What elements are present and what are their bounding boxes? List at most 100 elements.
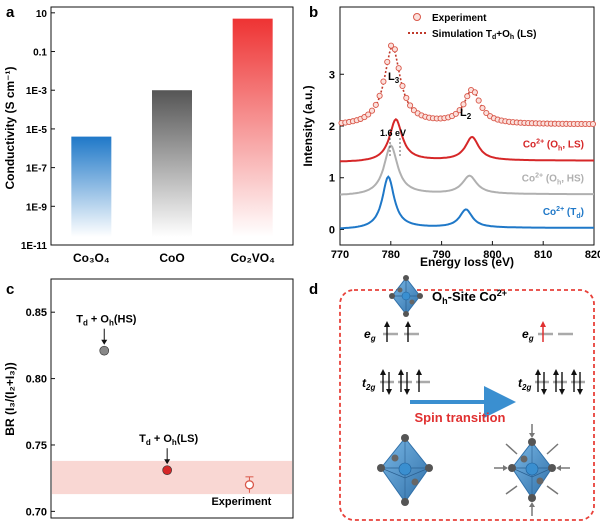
- panel-a: a 10 0.1 1E-3 1E-5 1E-7 1E-9 1E-11 Co₃O₄ CoO Co₂…: [0, 0, 300, 270]
- panel-letter-c: c: [6, 281, 14, 298]
- experiment-point: [464, 93, 471, 100]
- point-0: [99, 345, 110, 356]
- experiment-point: [372, 101, 379, 108]
- annotation-L3: L3: [388, 71, 400, 85]
- eg-label-left: eg: [364, 327, 376, 343]
- x-tick-label: 800: [483, 249, 501, 261]
- category-label: Co₃O₄: [73, 251, 110, 265]
- y-tick-label: 1E-11: [21, 241, 48, 252]
- plot-frame: [50, 278, 294, 519]
- experiment-point: [479, 104, 486, 112]
- y-tick-label: 1: [329, 173, 335, 185]
- t2g-level-right: t2g: [518, 369, 585, 395]
- experiment-point: [391, 46, 398, 53]
- plot-frame: [50, 6, 294, 246]
- y-tick-label: 0: [329, 224, 335, 236]
- y-tick-label: 1E-7: [26, 164, 48, 175]
- panel-d: d Oh-Site Co2+ eg t2g: [300, 272, 600, 524]
- category-label: Co₂VO₄: [230, 251, 275, 265]
- experiment-point: [483, 109, 490, 117]
- t2g-label-right: t2g: [518, 376, 531, 392]
- legend: Experiment Simulation Td+Oh (LS): [408, 13, 536, 41]
- experiment-point: [410, 107, 417, 114]
- y-axis-label: Intensity (a.u.): [301, 85, 315, 166]
- experiment-point: [368, 107, 376, 114]
- experiment-point: [407, 102, 414, 109]
- experiment-point: [452, 110, 459, 117]
- octahedron-small-icon: [389, 275, 423, 317]
- eg-label-right: eg: [522, 327, 534, 343]
- experiment-point: [589, 120, 597, 128]
- x-tick-label: 770: [331, 249, 349, 261]
- octahedron-ls-icon: [494, 424, 570, 516]
- compression-arrows: [494, 424, 570, 516]
- y-tick-label: 0.85: [26, 307, 47, 319]
- experiment-point: [475, 97, 482, 104]
- experiment-point: [384, 58, 391, 65]
- legend-experiment: Experiment: [432, 13, 487, 24]
- t2g-label-left: t2g: [362, 376, 375, 392]
- x-tick-label: 810: [534, 249, 552, 261]
- transition-label: Spin transition: [415, 410, 506, 425]
- experiment-point: [376, 92, 383, 99]
- bar-0: [71, 136, 112, 237]
- panel-c: c 0.70 0.75 0.80 0.85 Td + Oh(HS) Td + Oh(LS…: [0, 272, 300, 524]
- panel-letter-a: a: [6, 4, 15, 21]
- diagram-frame: [339, 289, 595, 521]
- experiment-point: [460, 101, 467, 108]
- branching-ratio-chart: c 0.70 0.75 0.80 0.85 Td + Oh(HS) Td + Oh(LS…: [3, 278, 294, 519]
- spin-transition-diagram: d Oh-Site Co2+ eg t2g: [309, 275, 595, 521]
- category-label: CoO: [159, 251, 184, 265]
- annotation-gap: 1.6 eV: [380, 128, 406, 138]
- x-axis-label: Energy loss (eV): [420, 255, 514, 269]
- eels-spectra-chart: b 770 780 790 800 810 820 0 1 2 3 Experiment Simu…: [301, 4, 600, 269]
- panel-letter-b: b: [309, 4, 318, 21]
- panel-letter-d: d: [309, 281, 318, 298]
- y-tick-label: 3: [329, 69, 335, 81]
- x-tick-label: 820: [585, 249, 600, 261]
- experiment-point: [399, 82, 406, 89]
- experiment-point: [471, 89, 478, 96]
- experiment-point: [365, 111, 372, 118]
- panel-b: b 770 780 790 800 810 820 0 1 2 3 Experiment Simu…: [300, 0, 600, 270]
- y-axis-label: BR (I₃/(I₂+I₃)): [3, 362, 17, 435]
- conductivity-chart: a 10 0.1 1E-3 1E-5 1E-7 1E-9 1E-11 Co₃O₄ CoO Co₂…: [3, 4, 294, 265]
- point-label: Td + Oh(LS): [139, 433, 198, 447]
- legend-simulation: Simulation Td+Oh (LS): [432, 29, 536, 41]
- series-label: Co2+ (Oh, HS): [522, 172, 584, 186]
- x-tick-label: 780: [382, 249, 400, 261]
- pointer-head: [164, 459, 171, 465]
- y-tick-label: 1E-9: [26, 202, 48, 213]
- point-1: [162, 465, 172, 475]
- y-tick-label: 0.80: [26, 374, 47, 386]
- y-tick-label: 2: [329, 121, 335, 133]
- y-tick-label: 0.70: [26, 506, 47, 518]
- experiment-point: [403, 94, 410, 101]
- x-tick-label: 790: [432, 249, 450, 261]
- experiment-point: [380, 78, 387, 85]
- experiment-point: [388, 42, 395, 49]
- eg-level-left: eg: [364, 321, 419, 343]
- uncertainty-band: [52, 460, 292, 495]
- y-tick-label: 1E-5: [26, 125, 48, 136]
- series-label: Co2+ (Oh, LS): [523, 139, 584, 153]
- y-axis-label: Conductivity (S cm⁻¹): [3, 66, 17, 189]
- y-tick-label: 1E-3: [26, 86, 48, 97]
- series-line-1: [340, 144, 594, 196]
- annotation-L2: L2: [460, 107, 472, 121]
- diagram-title: Oh-Site Co2+: [432, 288, 507, 306]
- bar-2: [232, 18, 273, 238]
- octahedron-hs-icon: [377, 434, 433, 506]
- y-tick-label: 0.1: [33, 48, 47, 59]
- experiment-point: [395, 65, 402, 72]
- point-experiment: [244, 480, 255, 490]
- bar-1: [152, 90, 192, 237]
- series-line-2: [339, 175, 594, 230]
- experiment-point: [456, 107, 463, 114]
- eg-level-right: eg: [522, 321, 573, 343]
- point-label: Experiment: [211, 496, 271, 508]
- series-label: Co2+ (Td): [543, 206, 584, 220]
- series-line-0: [339, 117, 594, 163]
- t2g-level-left: t2g: [362, 369, 430, 395]
- point-label: Td + Oh(HS): [76, 314, 137, 328]
